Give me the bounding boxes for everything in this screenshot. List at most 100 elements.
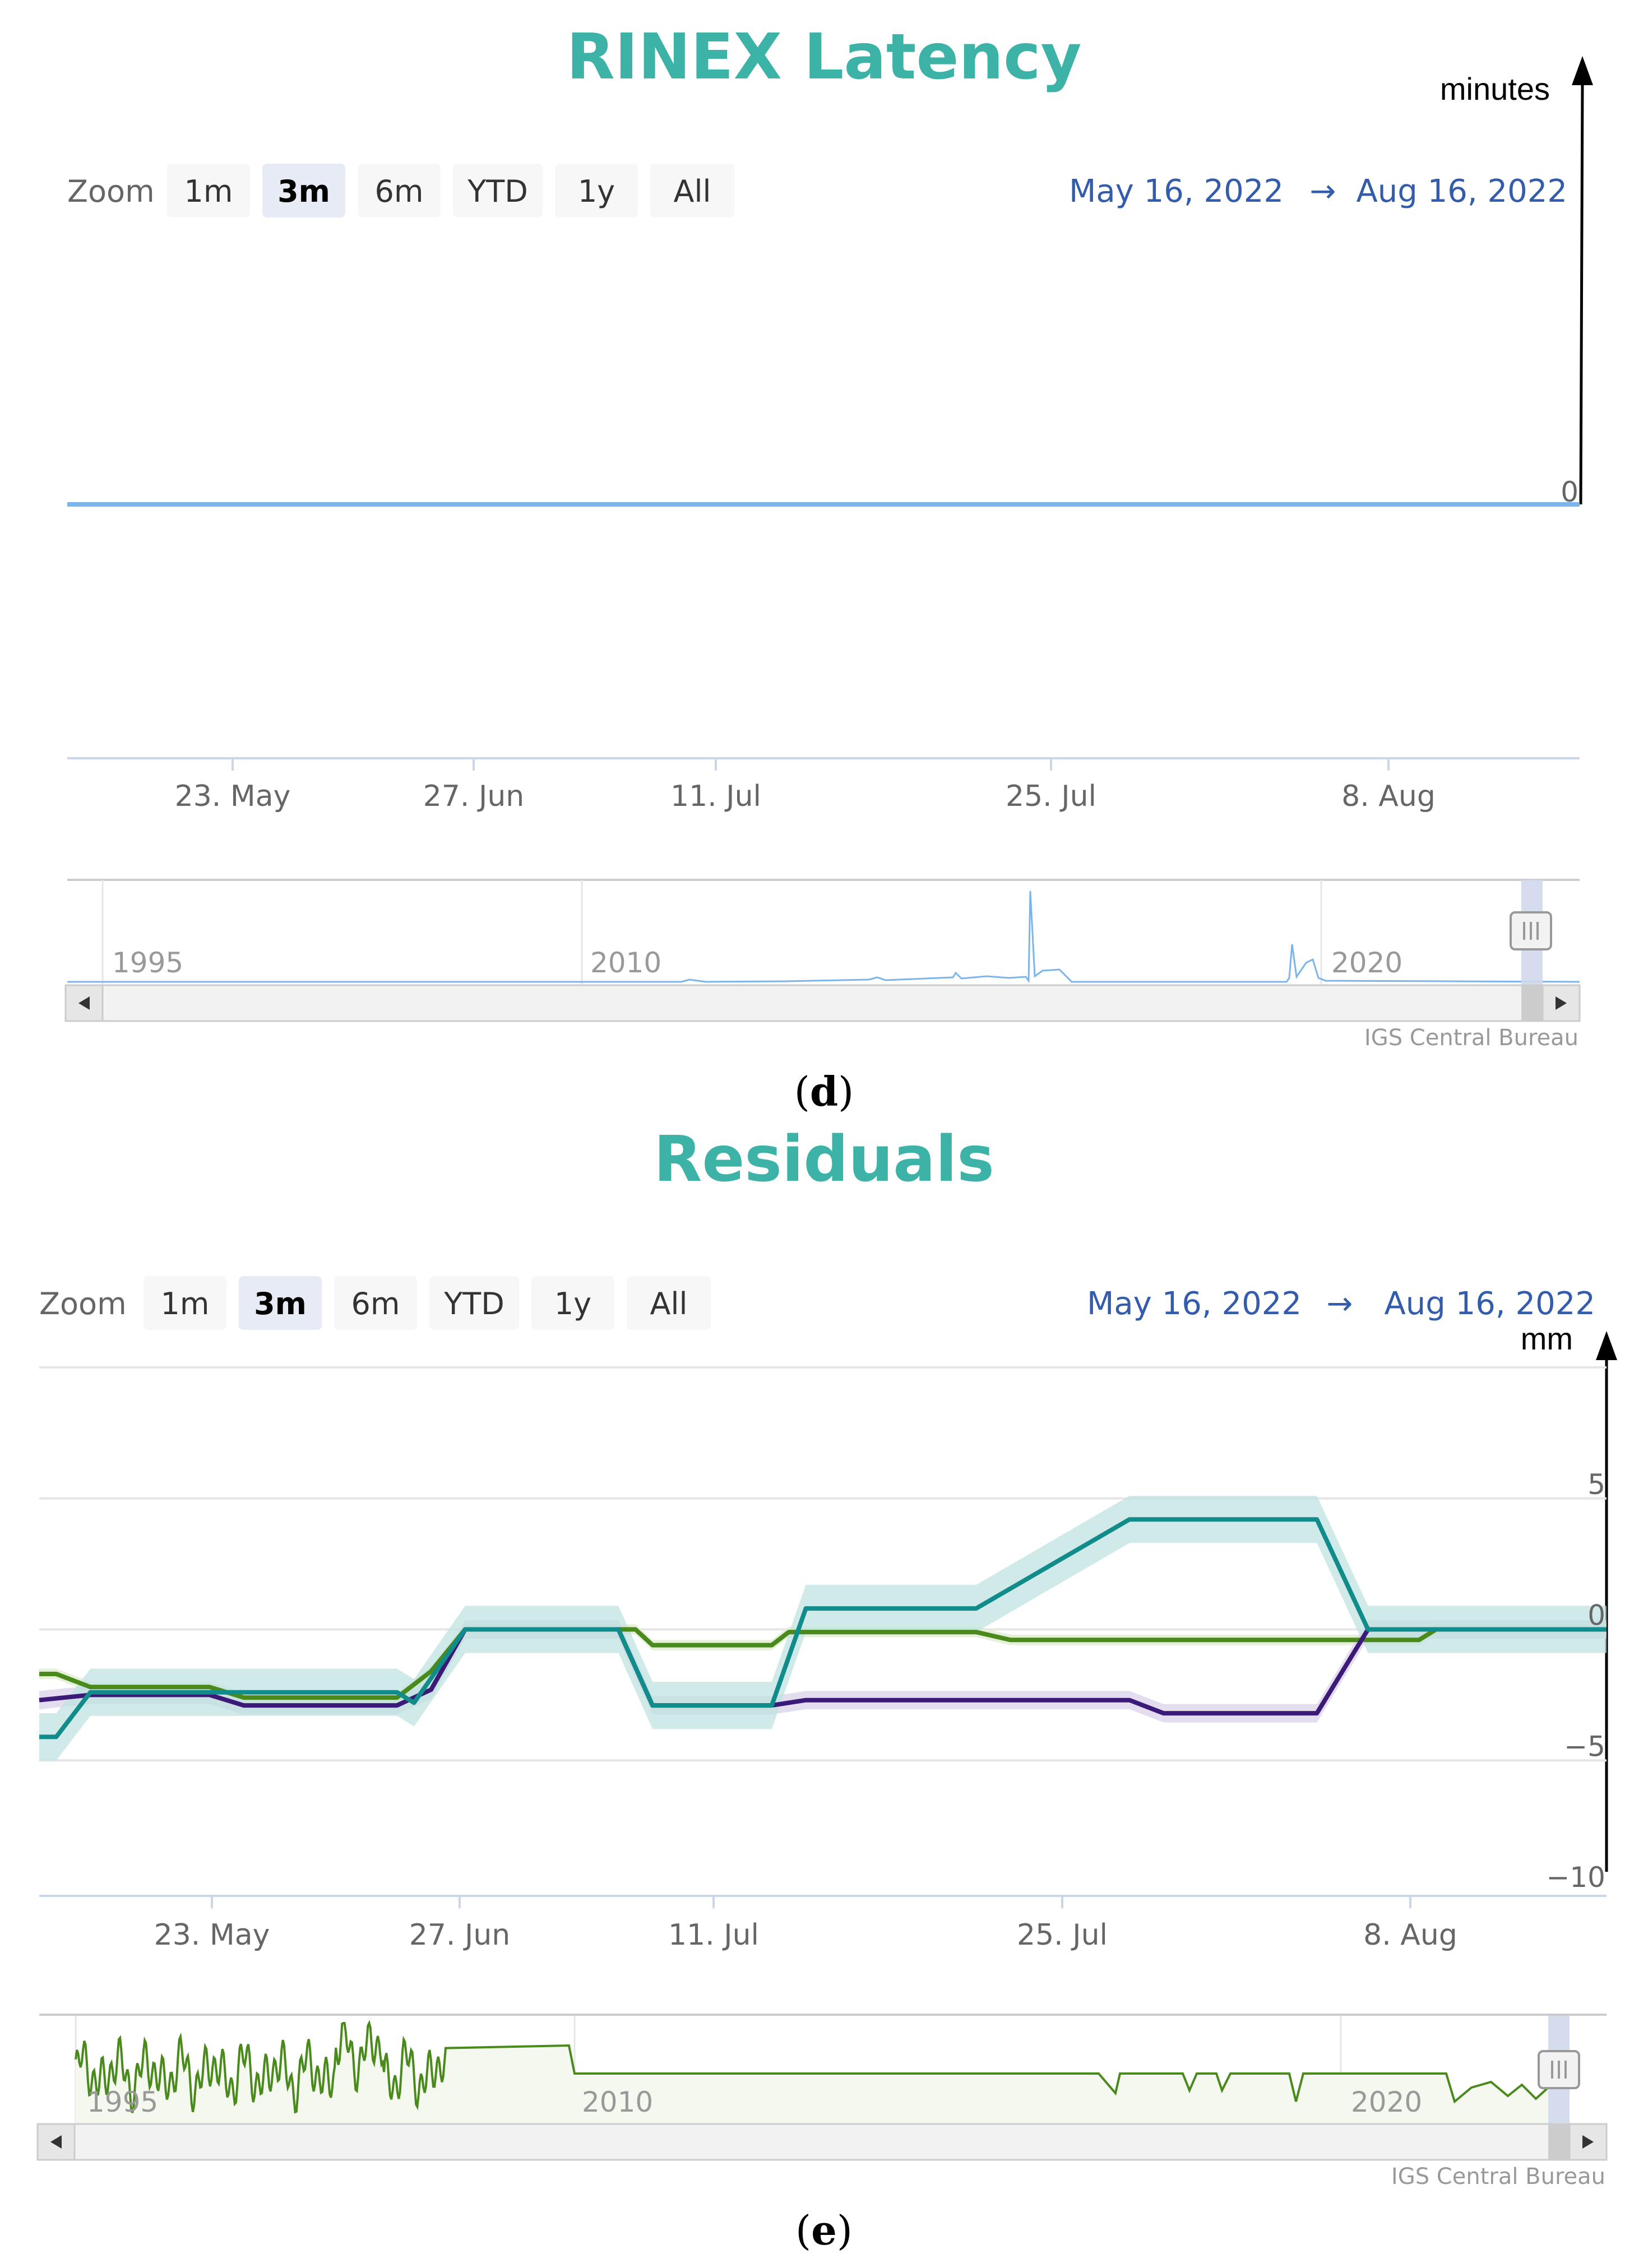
zoom-button-1m[interactable]: 1m [143, 1276, 226, 1330]
panel-d-scrollbar[interactable] [64, 984, 1581, 1022]
panel-d-scroll-left-icon [78, 996, 90, 1010]
zoom-button-all[interactable]: All [627, 1276, 711, 1330]
zoom-button-label: All [674, 174, 711, 209]
panel-e-navigator[interactable]: 1995 2010 2020 [39, 2014, 1607, 2124]
zoom-button-label: YTD [467, 174, 528, 209]
panel-d-x-axis: 23. May 27. Jun 11. Jul 25. Jul 8. Aug [67, 757, 1580, 813]
y-tick-label: −5 [1564, 1730, 1605, 1763]
zoom-button-label: 6m [351, 1286, 400, 1321]
panel-d-title: RINEX Latency [566, 21, 1081, 94]
panel-e-zoom-label: Zoom [39, 1286, 127, 1321]
zoom-button-3m[interactable]: 3m [239, 1276, 322, 1330]
zoom-button-bg [262, 164, 345, 217]
series-line-teal [39, 1517, 1607, 1740]
zoom-button-ytd[interactable]: YTD [453, 164, 543, 217]
zoom-button-bg [531, 1276, 614, 1330]
y-tick-label: 5 [1587, 1468, 1605, 1501]
series-band-green [39, 1624, 1607, 1703]
zoom-button-all[interactable]: All [650, 164, 734, 217]
panel-d-navigator-label: 2010 [590, 947, 661, 979]
zoom-button-ytd[interactable]: YTD [429, 1276, 519, 1330]
zoom-button-bg [429, 1276, 519, 1330]
panel-e-plot [39, 1496, 1607, 1761]
panel-e-range-arrow: → [1327, 1286, 1353, 1322]
zoom-button-bg [650, 164, 734, 217]
zoom-button-1y[interactable]: 1y [555, 164, 638, 217]
zoom-button-label: 1y [554, 1286, 591, 1321]
panel-d-credit[interactable]: IGS Central Bureau [1364, 1025, 1578, 1051]
zoom-button-bg [453, 164, 543, 217]
panel-e-range-to[interactable]: Aug 16, 2022 [1384, 1286, 1595, 1322]
panel-e-x-axis: 23. May 27. Jun 11. Jul 25. Jul 8. Aug [39, 1895, 1607, 1952]
panel-e-unit-label: mm [1521, 1321, 1573, 1356]
panel-e-zoom-buttons: 1m 3m 6m YTD 1y All [143, 1276, 711, 1330]
panel-d-caption: (d) [794, 1068, 854, 1115]
panel-e-y-axis: 5 0 −5 −10 [1546, 1468, 1605, 1894]
x-tick-label: 8. Aug [1341, 780, 1436, 813]
panel-d-plot: 0 [67, 476, 1580, 508]
panel-d-navigator[interactable]: 1995 2010 2020 [67, 879, 1580, 985]
panel-e-arrow-head-icon [1596, 1331, 1617, 1360]
panel-d-navigator-label: 1995 [112, 947, 183, 979]
zoom-button-bg [334, 1276, 417, 1330]
x-tick-label: 11. Jul [668, 1918, 759, 1952]
zoom-button-1y[interactable]: 1y [531, 1276, 614, 1330]
panel-e-scroll-left-icon [50, 2135, 62, 2149]
x-tick-label: 23. May [154, 1918, 270, 1952]
panel-e-credit[interactable]: IGS Central Bureau [1391, 2164, 1605, 2190]
zoom-button-label: All [650, 1286, 688, 1321]
panel-e-title: Residuals [654, 1123, 994, 1196]
zoom-button-label: 3m [254, 1286, 307, 1321]
zoom-button-6m[interactable]: 6m [334, 1276, 417, 1330]
panel-e-navigator-label: 2010 [582, 2086, 653, 2118]
zoom-button-label: 6m [375, 174, 424, 209]
panel-d-navigator-label: 2020 [1331, 947, 1402, 979]
panel-e-scrollbar[interactable] [36, 2123, 1608, 2161]
zoom-button-label: 1y [578, 174, 615, 209]
panel-e-scrollbar-track[interactable] [36, 2123, 1608, 2161]
y-tick-label: 0 [1587, 1599, 1605, 1632]
panel-e-navigator-series [75, 2020, 1549, 2114]
panel-e-scrollbar-thumb[interactable] [1548, 2124, 1570, 2160]
zoom-button-6m[interactable]: 6m [358, 164, 441, 217]
panel-d-range-to[interactable]: Aug 16, 2022 [1356, 173, 1567, 210]
zoom-button-bg [627, 1276, 711, 1330]
zoom-button-bg [143, 1276, 226, 1330]
zoom-button-label: YTD [443, 1286, 504, 1321]
panel-d-navigator-bg [67, 879, 1580, 985]
panel-e-range-from[interactable]: May 16, 2022 [1087, 1286, 1302, 1322]
panel-d-scroll-right-icon [1556, 996, 1567, 1010]
zoom-button-label: 3m [277, 174, 330, 209]
zoom-button-3m[interactable]: 3m [262, 164, 345, 217]
x-tick-label: 25. Jul [1006, 780, 1096, 813]
panel-e: Residuals Zoom 1m 3m 6m YTD 1y All May 16, 20… [36, 1123, 1617, 2254]
panel-d-range-from[interactable]: May 16, 2022 [1069, 173, 1284, 210]
panel-e-navigator-label: 1995 [87, 2086, 158, 2118]
panel-d: RINEX Latency Zoom 1m 3m 6m YTD 1y All May 16… [64, 21, 1593, 1115]
zoom-button-bg [167, 164, 250, 217]
panel-d-scrollbar-track[interactable] [64, 984, 1581, 1022]
x-tick-label: 25. Jul [1017, 1918, 1108, 1952]
x-tick-label: 23. May [175, 780, 291, 813]
panel-d-y-axis-arrow [1579, 84, 1584, 505]
zoom-button-label: 1m [161, 1286, 210, 1321]
panel-d-zoom-buttons: 1m 3m 6m YTD 1y All [167, 164, 734, 217]
series-line-purple [39, 1627, 1607, 1716]
zoom-button-bg [358, 164, 441, 217]
x-tick-label: 27. Jun [409, 1918, 510, 1952]
panel-e-caption: (e) [795, 2206, 853, 2254]
panel-e-navigator-label: 2020 [1351, 2086, 1422, 2118]
series-band-teal [39, 1496, 1607, 1761]
y-tick-label: 0 [1561, 476, 1578, 508]
panel-d-arrow-head-icon [1572, 56, 1593, 85]
panel-d-unit-label: minutes [1440, 71, 1550, 106]
zoom-button-1m[interactable]: 1m [167, 164, 250, 217]
panel-d-scrollbar-thumb[interactable] [1521, 985, 1543, 1021]
x-tick-label: 27. Jun [423, 780, 524, 813]
zoom-button-bg [239, 1276, 322, 1330]
series-line-green [39, 1627, 1607, 1700]
panel-d-navigator-series [67, 890, 1580, 984]
panel-d-range-arrow: → [1310, 173, 1336, 210]
panel-d-zoom-label: Zoom [67, 174, 155, 209]
